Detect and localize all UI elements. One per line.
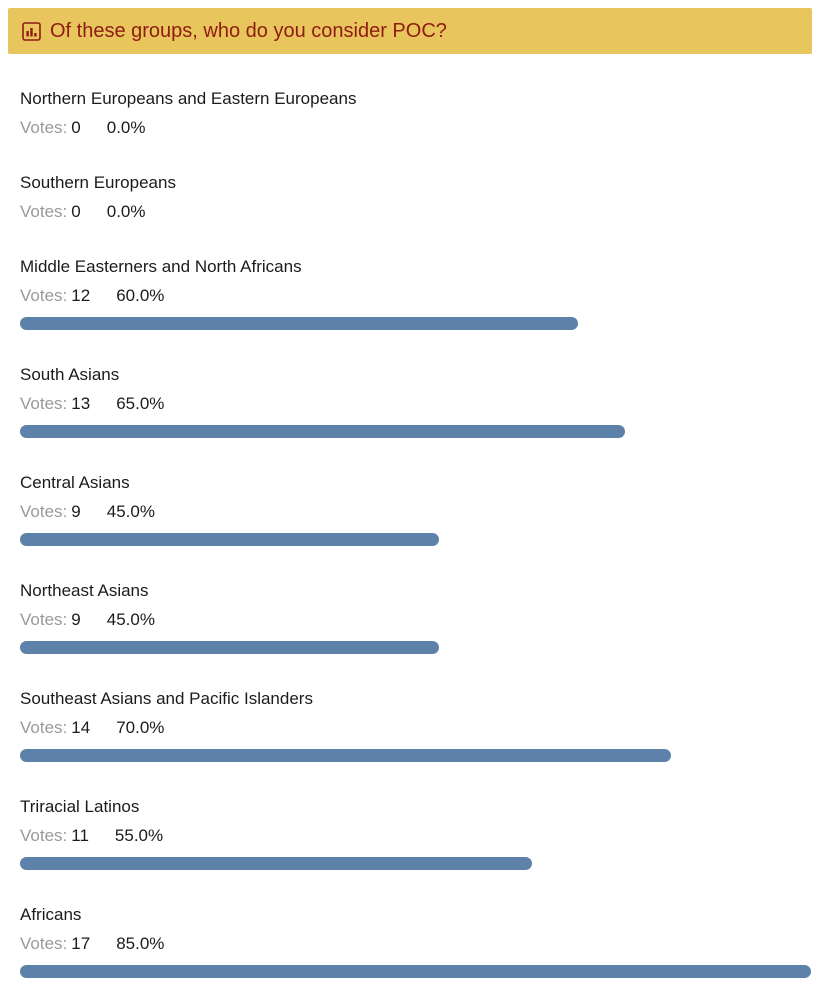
vote-bar bbox=[20, 965, 811, 978]
votes-label: Votes: bbox=[20, 934, 68, 953]
votes-label: Votes: bbox=[20, 118, 68, 137]
vote-bar bbox=[20, 749, 671, 762]
vote-bar bbox=[20, 641, 439, 654]
votes-percent: 45.0% bbox=[106, 502, 155, 521]
votes-label: Votes: bbox=[20, 394, 68, 413]
votes-count: 13 bbox=[71, 394, 91, 413]
votes-count: 14 bbox=[71, 718, 91, 737]
votes-percent: 85.0% bbox=[116, 934, 165, 953]
poll-option-label: Southeast Asians and Pacific Islanders bbox=[20, 689, 313, 708]
poll-option: Northeast Asians Votes: 9 45.0% bbox=[20, 580, 812, 654]
votes-label: Votes: bbox=[20, 718, 68, 737]
votes-percent: 0.0% bbox=[106, 118, 146, 137]
poll-option-votes-line: Votes: 0 0.0% bbox=[20, 202, 812, 222]
votes-label: Votes: bbox=[20, 286, 68, 305]
poll-title: Of these groups, who do you consider POC… bbox=[50, 20, 447, 42]
poll-option-label: Central Asians bbox=[20, 473, 130, 492]
poll-option: Northern Europeans and Eastern Europeans… bbox=[20, 88, 812, 138]
poll-option-label: Triracial Latinos bbox=[20, 797, 140, 816]
vote-bar bbox=[20, 425, 625, 438]
vote-bar bbox=[20, 317, 578, 330]
votes-percent: 65.0% bbox=[116, 394, 165, 413]
votes-label: Votes: bbox=[20, 502, 68, 521]
poll-option: Southeast Asians and Pacific Islanders V… bbox=[20, 688, 812, 762]
votes-count: 12 bbox=[71, 286, 91, 305]
poll-option: Middle Easterners and North Africans Vot… bbox=[20, 256, 812, 330]
poll-option: Africans Votes: 17 85.0% bbox=[20, 904, 812, 978]
poll-option-votes-line: Votes: 17 85.0% bbox=[20, 934, 812, 954]
votes-count: 0 bbox=[71, 118, 81, 137]
vote-bar bbox=[20, 533, 439, 546]
votes-count: 17 bbox=[71, 934, 91, 953]
poll-widget: Of these groups, who do you consider POC… bbox=[0, 8, 820, 1002]
poll-option-votes-line: Votes: 14 70.0% bbox=[20, 718, 812, 738]
poll-option-votes-line: Votes: 12 60.0% bbox=[20, 286, 812, 306]
votes-percent: 70.0% bbox=[116, 718, 165, 737]
poll-option-label: South Asians bbox=[20, 365, 120, 384]
poll-option-votes-line: Votes: 9 45.0% bbox=[20, 610, 812, 630]
poll-option: Central Asians Votes: 9 45.0% bbox=[20, 472, 812, 546]
votes-count: 0 bbox=[71, 202, 81, 221]
poll-option-votes-line: Votes: 9 45.0% bbox=[20, 502, 812, 522]
bar-chart-icon bbox=[22, 21, 41, 41]
votes-label: Votes: bbox=[20, 610, 68, 629]
votes-percent: 0.0% bbox=[106, 202, 146, 221]
poll-option: South Asians Votes: 13 65.0% bbox=[20, 364, 812, 438]
poll-option-label: Northeast Asians bbox=[20, 581, 149, 600]
poll-option-label: Middle Easterners and North Africans bbox=[20, 257, 302, 276]
poll-option-label: Southern Europeans bbox=[20, 173, 176, 192]
poll-option-label: Africans bbox=[20, 905, 82, 924]
votes-percent: 45.0% bbox=[106, 610, 155, 629]
votes-label: Votes: bbox=[20, 202, 68, 221]
votes-label: Votes: bbox=[20, 826, 68, 845]
votes-count: 9 bbox=[71, 502, 81, 521]
votes-count: 11 bbox=[71, 826, 89, 845]
poll-option: Southern Europeans Votes: 0 0.0% bbox=[20, 172, 812, 222]
vote-bar bbox=[20, 857, 532, 870]
poll-option-label: Northern Europeans and Eastern Europeans bbox=[20, 89, 357, 108]
votes-percent: 55.0% bbox=[114, 826, 164, 845]
poll-option-votes-line: Votes: 0 0.0% bbox=[20, 118, 812, 138]
poll-option-votes-line: Votes: 11 55.0% bbox=[20, 826, 812, 846]
poll-header: Of these groups, who do you consider POC… bbox=[8, 8, 812, 54]
poll-option: Triracial Latinos Votes: 11 55.0% bbox=[20, 796, 812, 870]
votes-percent: 60.0% bbox=[116, 286, 165, 305]
poll-results: Northern Europeans and Eastern Europeans… bbox=[0, 88, 820, 1002]
votes-count: 9 bbox=[71, 610, 81, 629]
poll-option-votes-line: Votes: 13 65.0% bbox=[20, 394, 812, 414]
